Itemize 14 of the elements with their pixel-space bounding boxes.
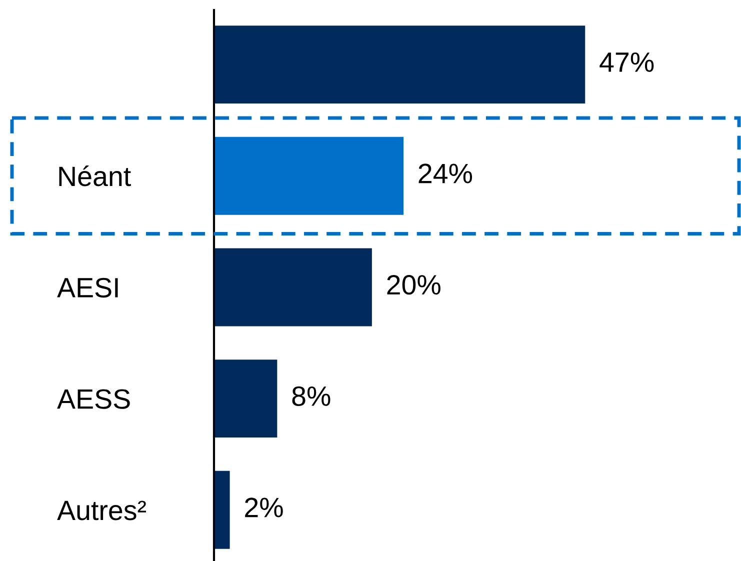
data-label: 47% [600, 52, 654, 72]
data-label: 2% [245, 498, 283, 518]
bar [214, 26, 586, 104]
y-tick-label: Autres² [57, 500, 146, 520]
y-tick-label: Néant [59, 166, 131, 186]
bar [214, 136, 404, 215]
data-label: 8% [292, 386, 330, 406]
y-tick-label: AESS [57, 389, 130, 409]
y-tick-label: AESI [57, 278, 118, 298]
data-label: 20% [387, 275, 440, 295]
bar [214, 360, 278, 438]
data-label: 24% [418, 164, 472, 184]
bar [214, 470, 230, 549]
bar [214, 248, 372, 326]
